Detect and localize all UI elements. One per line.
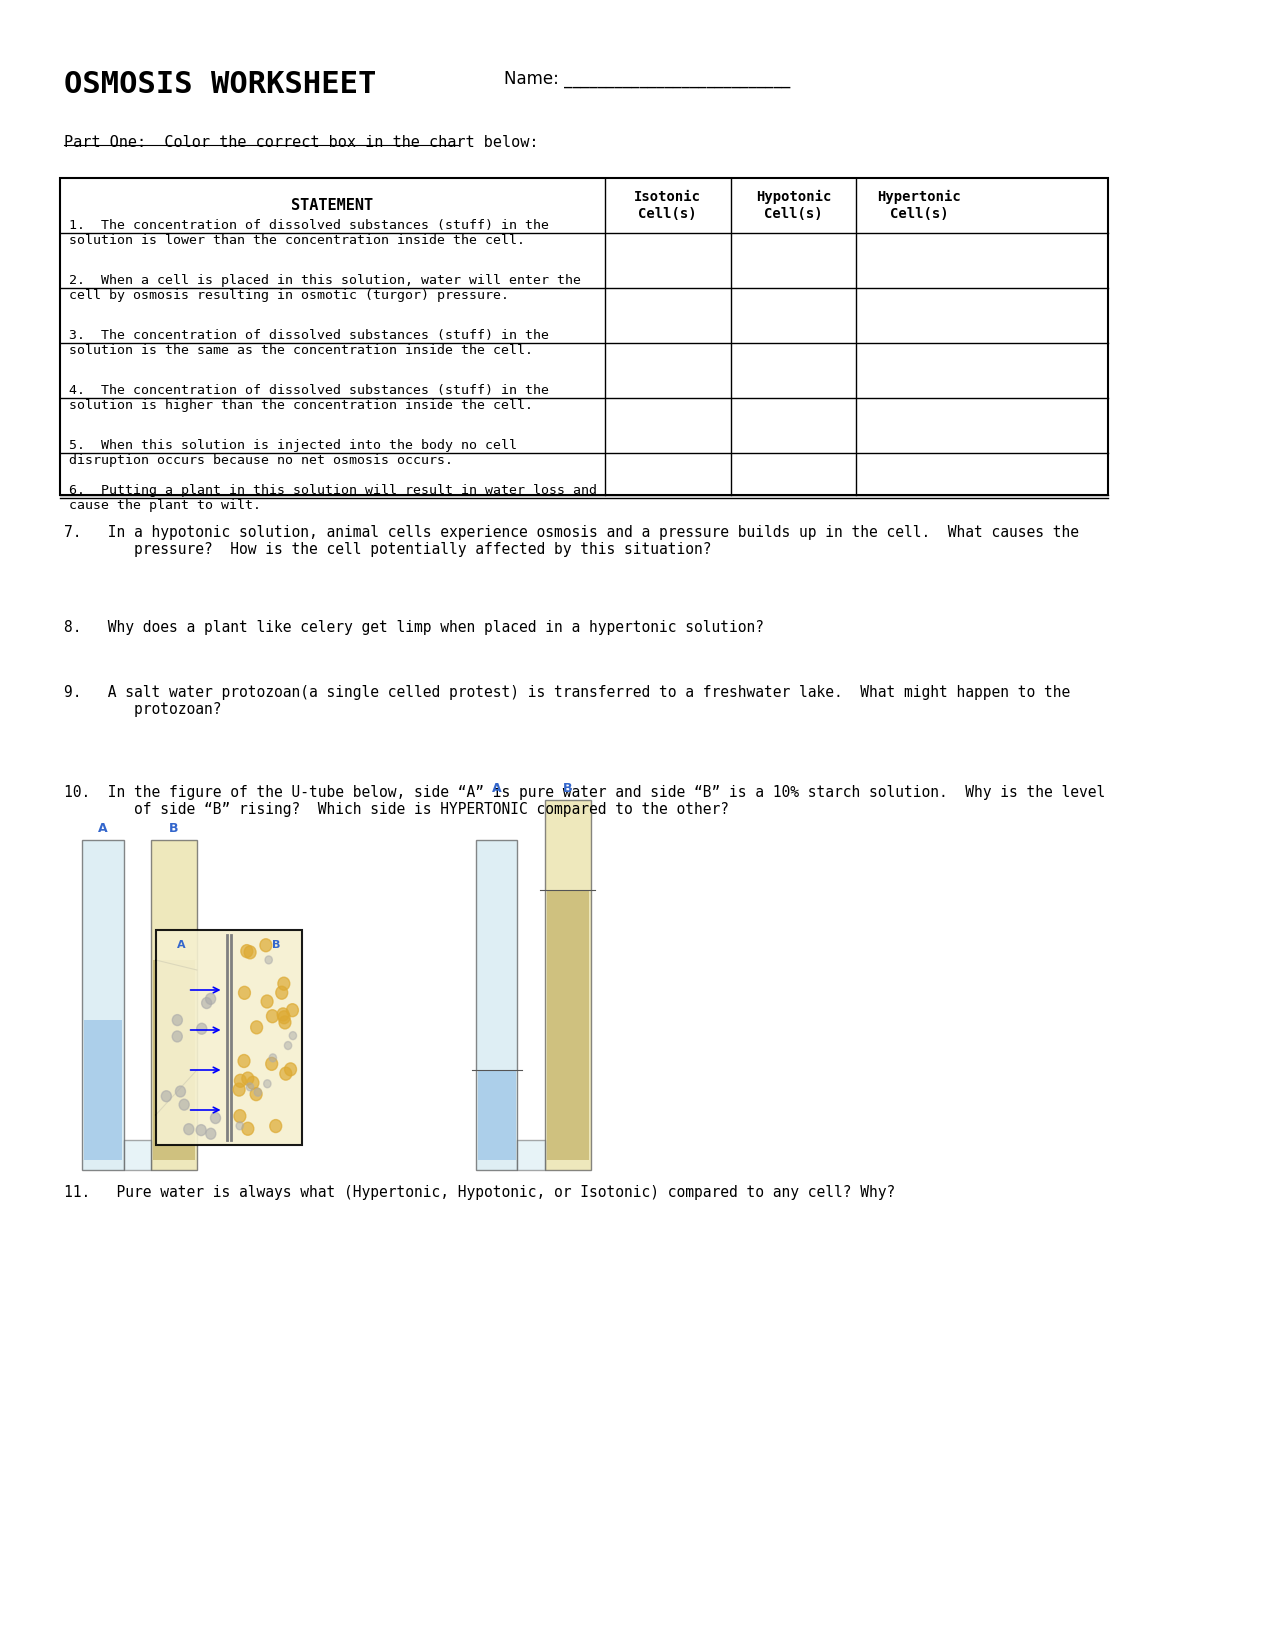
Bar <box>518 1140 544 1170</box>
Circle shape <box>269 1054 277 1063</box>
Circle shape <box>176 1086 185 1097</box>
Circle shape <box>244 945 256 959</box>
Text: A: A <box>492 782 501 795</box>
Circle shape <box>172 1031 182 1041</box>
Circle shape <box>260 939 272 952</box>
Text: Hypertonic
Cell(s): Hypertonic Cell(s) <box>877 190 961 221</box>
Bar <box>124 1140 152 1170</box>
Circle shape <box>261 995 273 1008</box>
Text: Part One:  Color the correct box in the chart below:: Part One: Color the correct box in the c… <box>64 135 538 150</box>
Text: B: B <box>273 940 281 950</box>
Text: 4.  The concentration of dissolved substances (stuff) in the
solution is higher : 4. The concentration of dissolved substa… <box>69 384 548 412</box>
Circle shape <box>250 1087 263 1101</box>
Text: 1.  The concentration of dissolved substances (stuff) in the
solution is lower t: 1. The concentration of dissolved substa… <box>69 219 548 248</box>
Circle shape <box>238 1054 250 1068</box>
Circle shape <box>162 1091 171 1102</box>
Text: 5.  When this solution is injected into the body no cell
disruption occurs becau: 5. When this solution is injected into t… <box>69 439 516 467</box>
Text: B: B <box>170 822 179 835</box>
Text: 7.   In a hypotonic solution, animal cells experience osmosis and a pressure bui: 7. In a hypotonic solution, animal cells… <box>64 525 1079 558</box>
Bar <box>83 840 124 1170</box>
Circle shape <box>278 1011 291 1023</box>
Circle shape <box>265 1058 278 1071</box>
Circle shape <box>275 987 288 1000</box>
Circle shape <box>265 955 273 964</box>
Circle shape <box>284 1041 292 1049</box>
Circle shape <box>205 1129 215 1138</box>
Circle shape <box>236 1122 244 1130</box>
Text: Isotonic
Cell(s): Isotonic Cell(s) <box>634 190 701 221</box>
Circle shape <box>242 1072 254 1086</box>
Circle shape <box>251 1021 263 1035</box>
Circle shape <box>179 1099 189 1110</box>
Circle shape <box>270 1120 282 1132</box>
Circle shape <box>246 1082 254 1091</box>
Text: A: A <box>98 822 108 835</box>
Circle shape <box>235 1074 246 1087</box>
Circle shape <box>196 1125 207 1135</box>
Bar <box>60 178 1108 495</box>
Circle shape <box>247 1076 259 1089</box>
Circle shape <box>238 987 250 1000</box>
Circle shape <box>284 1063 297 1076</box>
Circle shape <box>279 1068 292 1081</box>
Circle shape <box>184 1124 194 1135</box>
Text: Name: ___________________________: Name: ___________________________ <box>504 69 790 87</box>
Circle shape <box>210 1112 221 1124</box>
Circle shape <box>172 1015 182 1026</box>
Text: 11.   Pure water is always what (Hypertonic, Hypotonic, or Isotonic) compared to: 11. Pure water is always what (Hypertoni… <box>64 1185 895 1200</box>
Text: OSMOSIS WORKSHEET: OSMOSIS WORKSHEET <box>64 69 376 99</box>
Bar <box>153 960 195 1160</box>
Circle shape <box>289 1031 297 1040</box>
Circle shape <box>205 993 215 1005</box>
Bar <box>156 931 302 1145</box>
Text: A: A <box>177 940 186 950</box>
Circle shape <box>287 1003 298 1016</box>
Circle shape <box>233 1110 246 1122</box>
Circle shape <box>266 1010 278 1023</box>
Text: 6.  Putting a plant in this solution will result in water loss and
cause the pla: 6. Putting a plant in this solution will… <box>69 483 597 512</box>
Circle shape <box>254 1089 261 1096</box>
Circle shape <box>264 1079 272 1087</box>
Circle shape <box>201 998 212 1008</box>
Text: 8.   Why does a plant like celery get limp when placed in a hypertonic solution?: 8. Why does a plant like celery get limp… <box>64 620 764 635</box>
Text: 2.  When a cell is placed in this solution, water will enter the
cell by osmosis: 2. When a cell is placed in this solutio… <box>69 274 580 302</box>
Bar <box>544 800 590 1170</box>
Circle shape <box>233 1082 245 1096</box>
Bar <box>152 840 196 1170</box>
Text: B: B <box>564 782 572 795</box>
Text: Hypotonic
Cell(s): Hypotonic Cell(s) <box>756 190 831 221</box>
Circle shape <box>279 1016 291 1030</box>
Text: 10.  In the figure of the U-tube below, side “A” is pure water and side “B” is a: 10. In the figure of the U-tube below, s… <box>64 785 1105 817</box>
Bar <box>476 840 518 1170</box>
Circle shape <box>277 1008 289 1021</box>
Circle shape <box>278 977 289 990</box>
Circle shape <box>242 1122 254 1135</box>
Text: 3.  The concentration of dissolved substances (stuff) in the
solution is the sam: 3. The concentration of dissolved substa… <box>69 328 548 356</box>
Text: STATEMENT: STATEMENT <box>291 198 374 213</box>
Circle shape <box>196 1023 207 1035</box>
Circle shape <box>241 945 252 957</box>
Bar <box>547 889 589 1160</box>
Bar <box>478 1069 515 1160</box>
Text: 9.   A salt water protozoan(a single celled protest) is transferred to a freshwa: 9. A salt water protozoan(a single celle… <box>64 685 1070 718</box>
Bar <box>84 1020 122 1160</box>
